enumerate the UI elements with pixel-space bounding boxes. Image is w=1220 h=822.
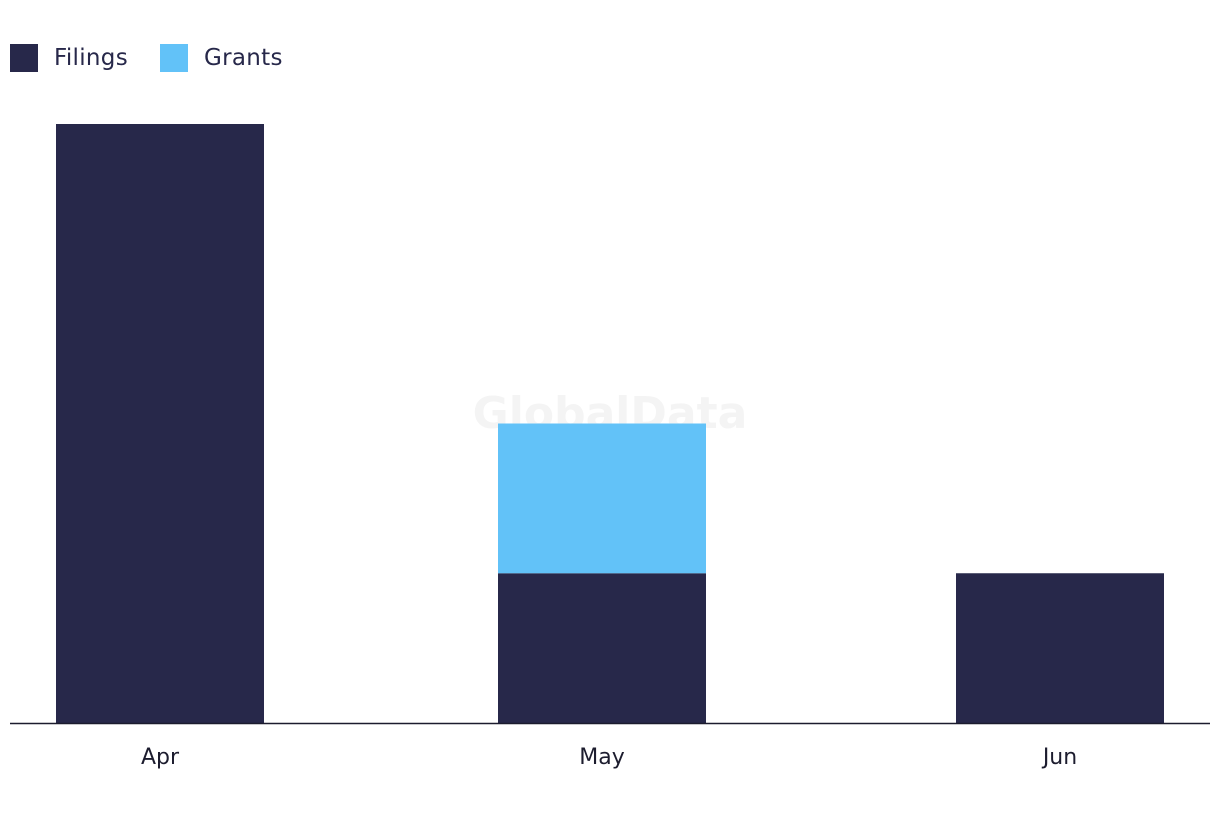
legend-swatch-filings <box>10 44 38 72</box>
x-tick-label-may: May <box>579 745 624 770</box>
chart-legend: Filings Grants <box>10 44 315 72</box>
bar-filings-apr <box>56 124 264 723</box>
x-axis: Apr May Jun <box>10 722 1210 770</box>
x-tick-label-jun: Jun <box>1041 745 1077 770</box>
x-tick-label-apr: Apr <box>141 745 180 770</box>
legend-item-grants: Grants <box>160 44 283 72</box>
legend-label-grants: Grants <box>204 45 283 71</box>
bar-grants-may <box>498 423 706 574</box>
bar-filings-may <box>498 573 706 723</box>
bars-layer <box>56 124 1164 723</box>
bar-filings-jun <box>956 573 1164 723</box>
legend-swatch-grants <box>160 44 188 72</box>
legend-label-filings: Filings <box>54 45 128 71</box>
legend-item-filings: Filings <box>10 44 128 72</box>
